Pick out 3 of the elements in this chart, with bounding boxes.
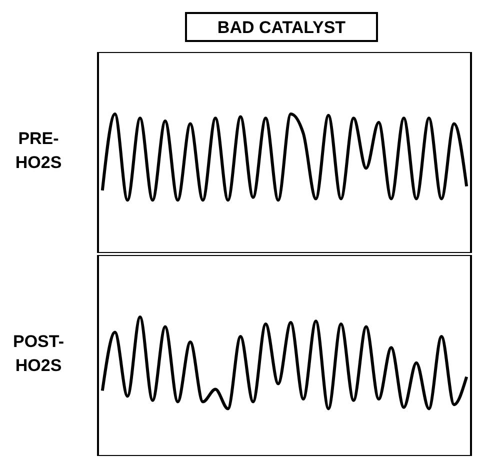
y-axis-title: POST- HO2S	[12, 332, 64, 375]
y-axis-title: PRE- HO2S	[15, 129, 62, 172]
chart-title: BAD CATALYST	[185, 12, 378, 42]
